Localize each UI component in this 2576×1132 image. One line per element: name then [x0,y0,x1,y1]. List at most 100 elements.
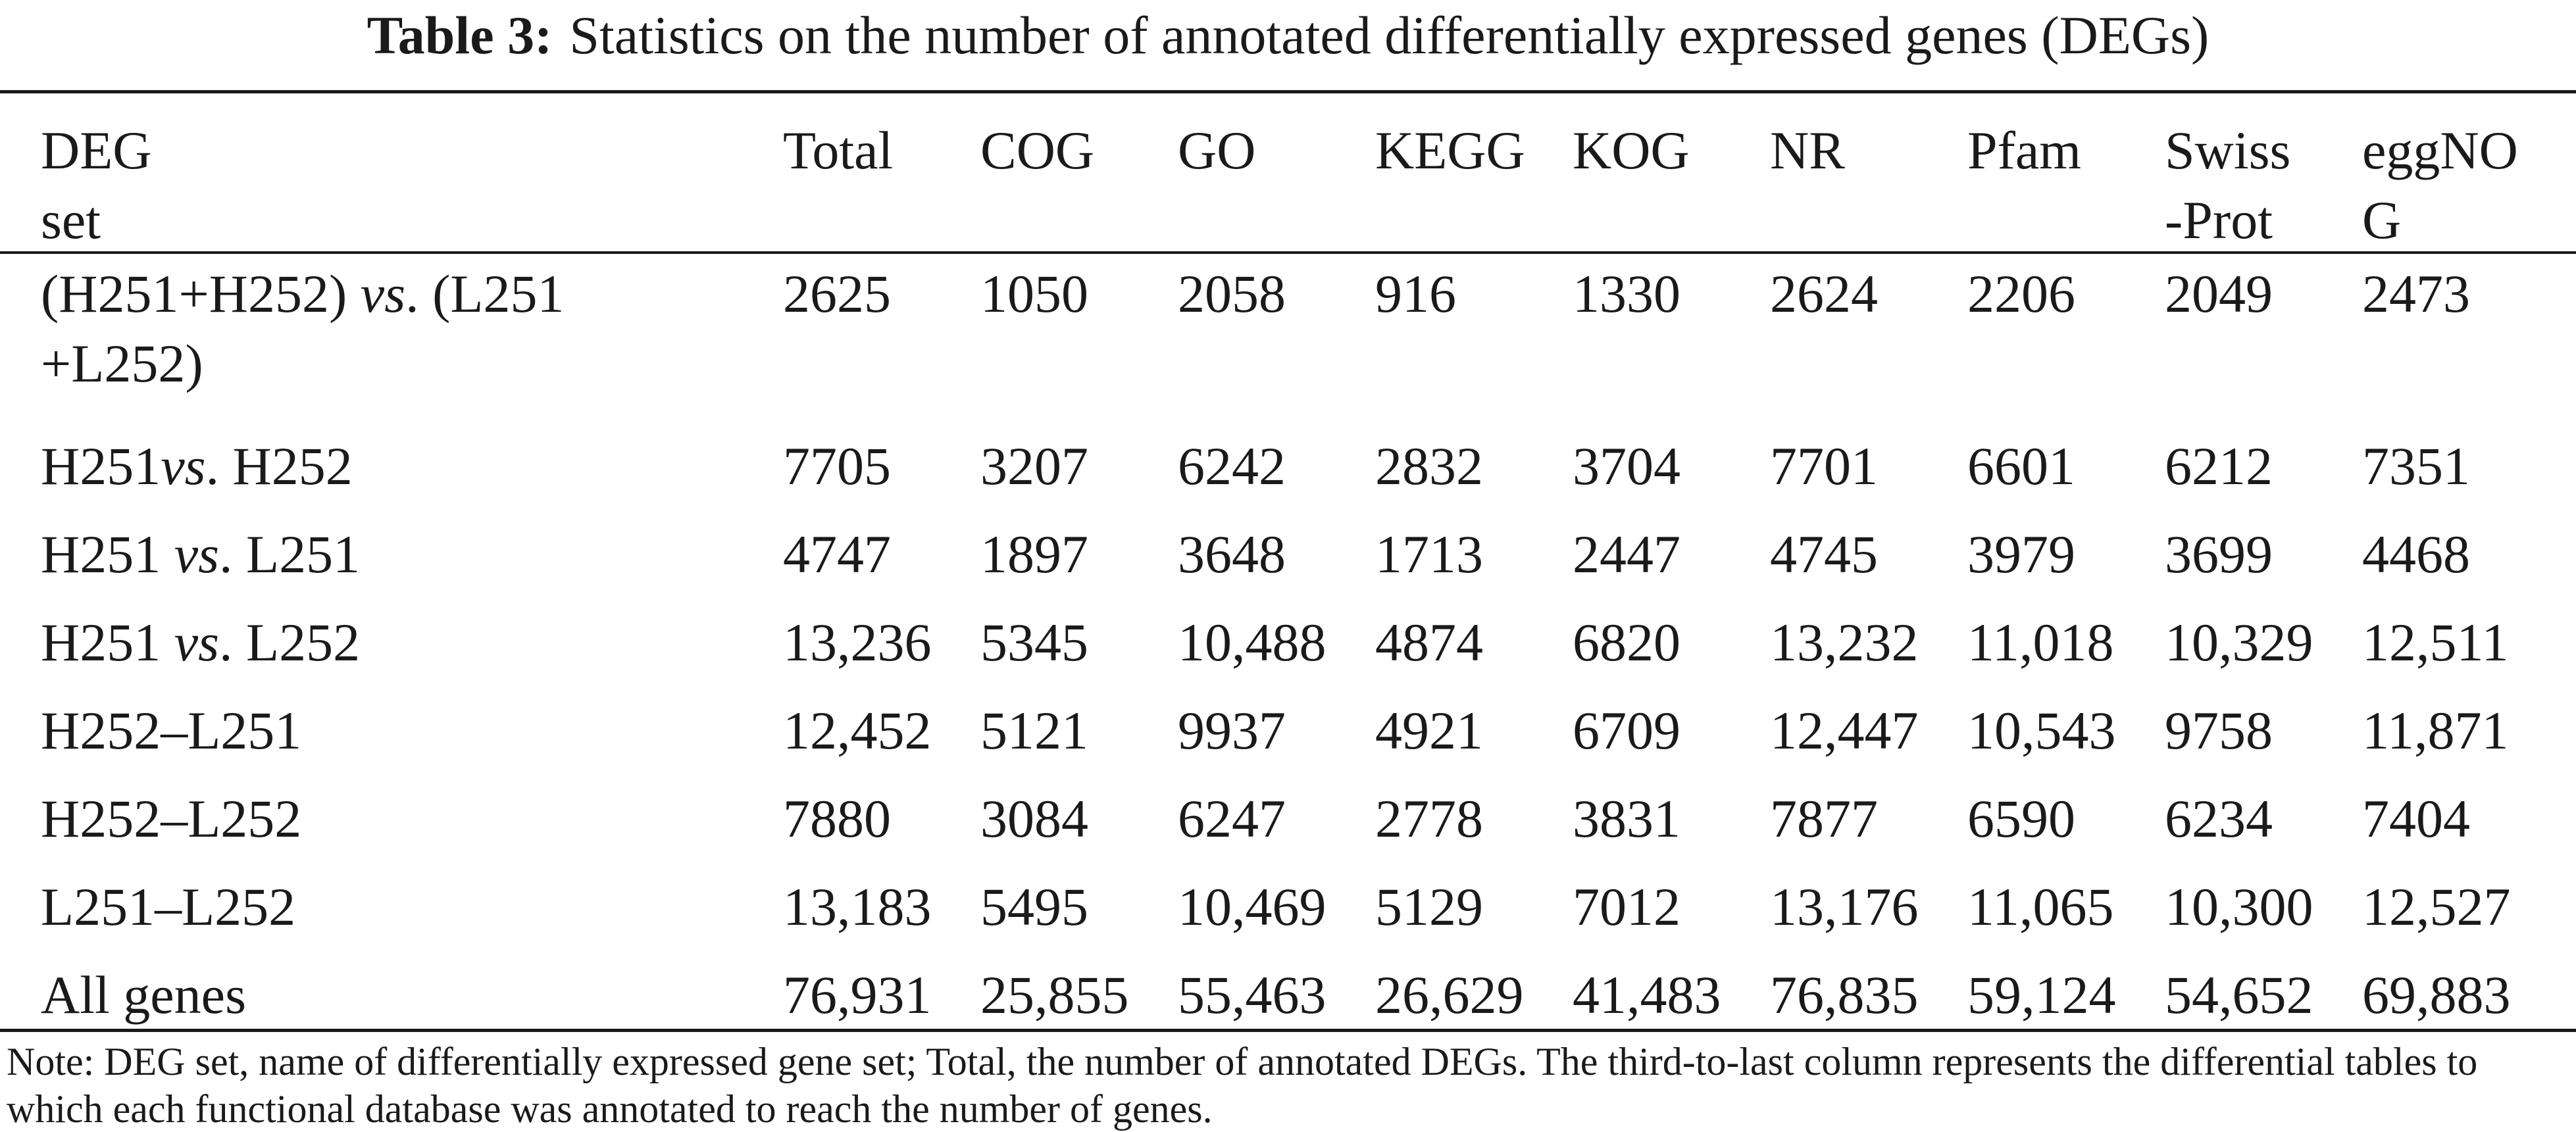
value-cell: 5495 [980,877,1088,937]
deg-set-text: H251 [41,524,174,584]
value-cell: 2624 [1770,264,1878,324]
value-cell: 3979 [1967,524,2075,584]
value-cell: 12,511 [2362,612,2509,672]
table-row: H251vs. H252 7705 3207 6242 2832 3704 7701 6601… [0,425,2576,513]
column-header-text: COG [980,120,1095,180]
value-cell: 6590 [1967,789,2075,849]
table-caption-label: Table 3: [366,5,553,65]
column-header-text: Pfam [1967,120,2082,180]
table-row: H252–L251 12,452 5121 9937 4921 6709 12,447 10,… [0,689,2576,777]
deg-set-text: All genes [41,965,246,1025]
value-cell: 12,527 [2362,877,2511,937]
value-cell: 3648 [1178,524,1286,584]
column-header: Swiss -Prot [2165,93,2362,255]
column-header-text: set [41,190,101,250]
value-cell: 916 [1375,264,1456,324]
value-cell: 6820 [1573,612,1680,672]
deg-set-italic-text: vs [360,264,406,324]
value-cell: 10,469 [1178,877,1326,937]
deg-statistics-table: DEG set Total COG GO KEGG KOG NR Pfam Swiss -Prot e… [0,93,2576,1039]
table-bottom-rule [0,1029,2576,1032]
column-header-text: eggNO [2362,120,2518,180]
value-cell: 55,463 [1178,965,1326,1025]
value-cell: 10,300 [2165,877,2313,937]
value-cell: 11,065 [1967,877,2114,937]
value-cell: 13,183 [783,877,932,937]
value-cell: 2778 [1375,789,1483,849]
deg-set-text: . L252 [219,612,361,672]
column-header: KOG [1573,93,1770,255]
value-cell: 59,124 [1967,965,2116,1025]
value-cell: 1897 [980,524,1088,584]
value-cell: 41,483 [1573,965,1721,1025]
deg-set-italic-text: vs [174,524,220,584]
value-cell: 9937 [1178,701,1286,760]
deg-set-cell: H251vs. H252 [0,425,783,513]
table-caption: Table 3: Statistics on the number of anno… [0,4,2576,67]
value-cell: 10,543 [1967,701,2116,760]
table-header-rule [0,251,2576,254]
column-header: GO [1178,93,1375,255]
value-cell: 11,018 [1967,612,2114,672]
value-cell: 5121 [980,701,1088,760]
value-cell: 7880 [783,789,891,849]
column-header-text: Swiss [2165,120,2291,180]
value-cell: 69,883 [2362,965,2511,1025]
value-cell: 7012 [1573,877,1680,937]
table-caption-text: Statistics on the number of annotated di… [569,5,2210,65]
column-header: DEG set [0,93,783,255]
column-header-text: NR [1770,120,1845,180]
value-cell: 7701 [1770,436,1878,496]
table-row: H251 vs. L251 4747 1897 3648 1713 2447 4745 397… [0,513,2576,601]
column-header: Total [783,93,980,255]
column-header: eggNO G [2362,93,2576,255]
value-cell: 4747 [783,524,891,584]
table-row: H251 vs. L252 13,236 5345 10,488 4874 6820 13,… [0,601,2576,689]
value-cell: 4921 [1375,701,1483,760]
column-header: KEGG [1375,93,1573,255]
value-cell: 1330 [1573,264,1680,324]
deg-set-cell: H252–L252 [0,777,783,866]
value-cell: 26,629 [1375,965,1524,1025]
value-cell: 3699 [2165,524,2273,584]
deg-set-italic-text: vs [174,612,220,672]
deg-set-text: H251 [41,612,174,672]
column-header: COG [980,93,1178,255]
deg-set-text: . (L251 [405,264,565,324]
value-cell: 6601 [1967,436,2075,496]
value-cell: 7877 [1770,789,1878,849]
column-header: Pfam [1967,93,2165,255]
value-cell: 2049 [2165,264,2273,324]
value-cell: 2058 [1178,264,1286,324]
deg-set-text: L251–L252 [41,877,296,937]
value-cell: 11,871 [2362,701,2509,760]
value-cell: 9758 [2165,701,2273,760]
deg-set-text: +L252) [41,333,203,393]
value-cell: 3704 [1573,436,1680,496]
table-row: (H251+H252) vs. (L251 +L252) 2625 1050 2058 9… [0,255,2576,425]
value-cell: 7404 [2362,789,2470,849]
deg-set-text: H252–L251 [41,701,302,760]
value-cell: 1050 [980,264,1088,324]
value-cell: 12,447 [1770,701,1919,760]
column-header-text: KEGG [1375,120,1525,180]
column-header-text: -Prot [2165,190,2273,250]
value-cell: 2832 [1375,436,1483,496]
column-header-text: DEG [41,120,152,180]
value-cell: 2447 [1573,524,1680,584]
value-cell: 12,452 [783,701,932,760]
table-row: All genes 76,931 25,855 55,463 26,629 41,483 7… [0,954,2576,1039]
table-row: H252–L252 7880 3084 6247 2778 3831 7877 6590 623… [0,777,2576,866]
value-cell: 6212 [2165,436,2273,496]
deg-set-text: . L251 [219,524,361,584]
value-cell: 13,232 [1770,612,1919,672]
value-cell: 25,855 [980,965,1129,1025]
table-row: L251–L252 13,183 5495 10,469 5129 7012 13,176 1… [0,866,2576,954]
table-body: (H251+H252) vs. (L251 +L252) 2625 1050 2058 9… [0,255,2576,1039]
table-header-row: DEG set Total COG GO KEGG KOG NR Pfam Swiss -Prot e… [0,93,2576,255]
deg-set-text: . H252 [205,436,353,496]
deg-set-cell: H252–L251 [0,689,783,777]
table-top-rule [0,90,2576,93]
value-cell: 7705 [783,436,891,496]
value-cell: 2473 [2362,264,2470,324]
